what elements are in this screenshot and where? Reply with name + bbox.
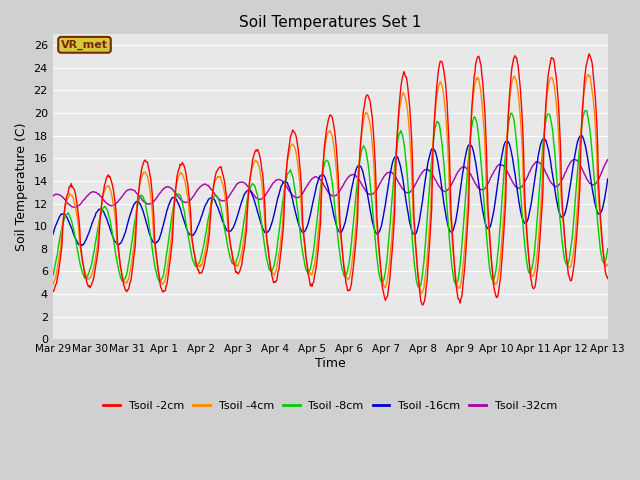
Y-axis label: Soil Temperature (C): Soil Temperature (C) (15, 122, 28, 251)
Text: VR_met: VR_met (61, 40, 108, 50)
X-axis label: Time: Time (315, 357, 346, 370)
Title: Soil Temperatures Set 1: Soil Temperatures Set 1 (239, 15, 421, 30)
Legend: Tsoil -2cm, Tsoil -4cm, Tsoil -8cm, Tsoil -16cm, Tsoil -32cm: Tsoil -2cm, Tsoil -4cm, Tsoil -8cm, Tsoi… (99, 397, 561, 416)
